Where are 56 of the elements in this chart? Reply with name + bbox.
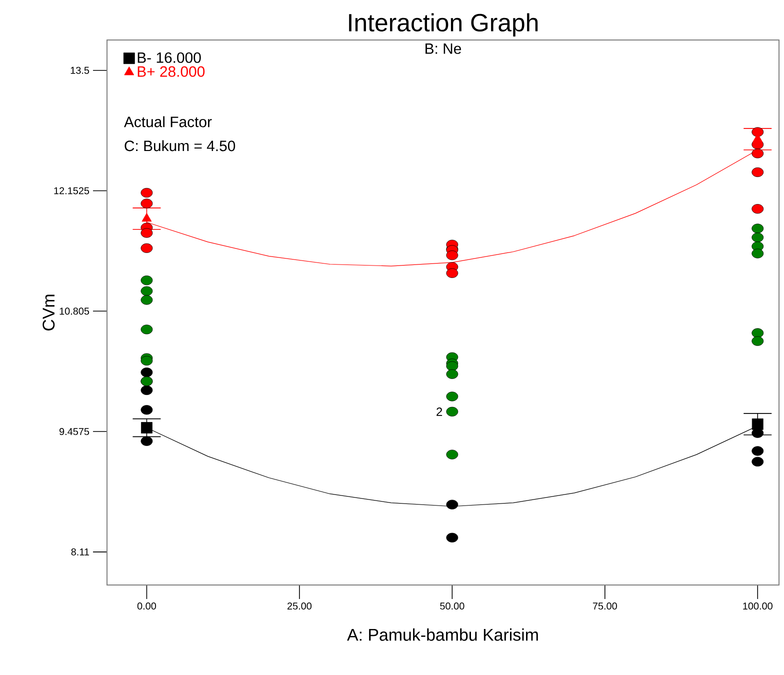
annotation: C: Bukum = 4.50	[124, 140, 236, 152]
point	[446, 369, 458, 379]
point	[752, 127, 764, 137]
legend-label: B- 16.000	[138, 52, 201, 63]
point	[446, 406, 458, 416]
point	[752, 232, 764, 242]
point	[752, 336, 764, 346]
point	[446, 450, 458, 460]
point	[140, 324, 153, 334]
chart-title: Interaction Graph	[349, 13, 538, 36]
x-tick-label: 100.00	[743, 602, 772, 610]
y-axis-title: CVm	[42, 294, 55, 330]
point	[140, 198, 153, 208]
x-tick-label: 25.00	[287, 602, 312, 610]
x-tick-label: 50.00	[440, 602, 464, 610]
point	[140, 276, 153, 286]
chart-subtitle: B: Ne	[426, 44, 462, 54]
point	[140, 385, 153, 396]
point	[140, 286, 153, 296]
point	[446, 500, 458, 510]
point	[141, 422, 152, 434]
point	[140, 295, 153, 305]
point	[140, 436, 153, 446]
y-tick-label: 9.4575	[59, 428, 90, 436]
x-tick-label: 75.00	[592, 602, 617, 610]
annotation: 2	[436, 407, 442, 416]
x-axis-title: A: Pamuk-bambu Karisim	[347, 628, 538, 641]
y-tick-label: 8.11	[71, 548, 90, 556]
point	[140, 405, 153, 415]
point	[752, 248, 764, 258]
point	[140, 368, 153, 378]
point	[752, 204, 764, 214]
point	[752, 224, 764, 234]
legend-label: B+ 28.000	[138, 66, 205, 77]
point	[752, 446, 764, 456]
annotation: Actual Factor	[124, 116, 212, 128]
point	[140, 188, 153, 198]
point	[752, 418, 764, 430]
y-tick-label: 12.1525	[54, 187, 90, 194]
point	[446, 392, 458, 402]
y-tick-label: 13.5	[70, 66, 90, 74]
point	[140, 243, 153, 253]
point	[140, 356, 153, 366]
point	[752, 167, 764, 178]
point	[446, 361, 458, 371]
point	[752, 328, 764, 338]
point	[142, 212, 152, 222]
y-tick-label: 10.805	[60, 308, 90, 315]
point	[446, 532, 458, 542]
point	[140, 228, 153, 238]
point	[752, 456, 764, 466]
point	[446, 268, 458, 278]
point	[752, 428, 764, 438]
point	[446, 250, 458, 260]
x-tick-label: 0.00	[137, 602, 156, 610]
point	[752, 148, 764, 158]
